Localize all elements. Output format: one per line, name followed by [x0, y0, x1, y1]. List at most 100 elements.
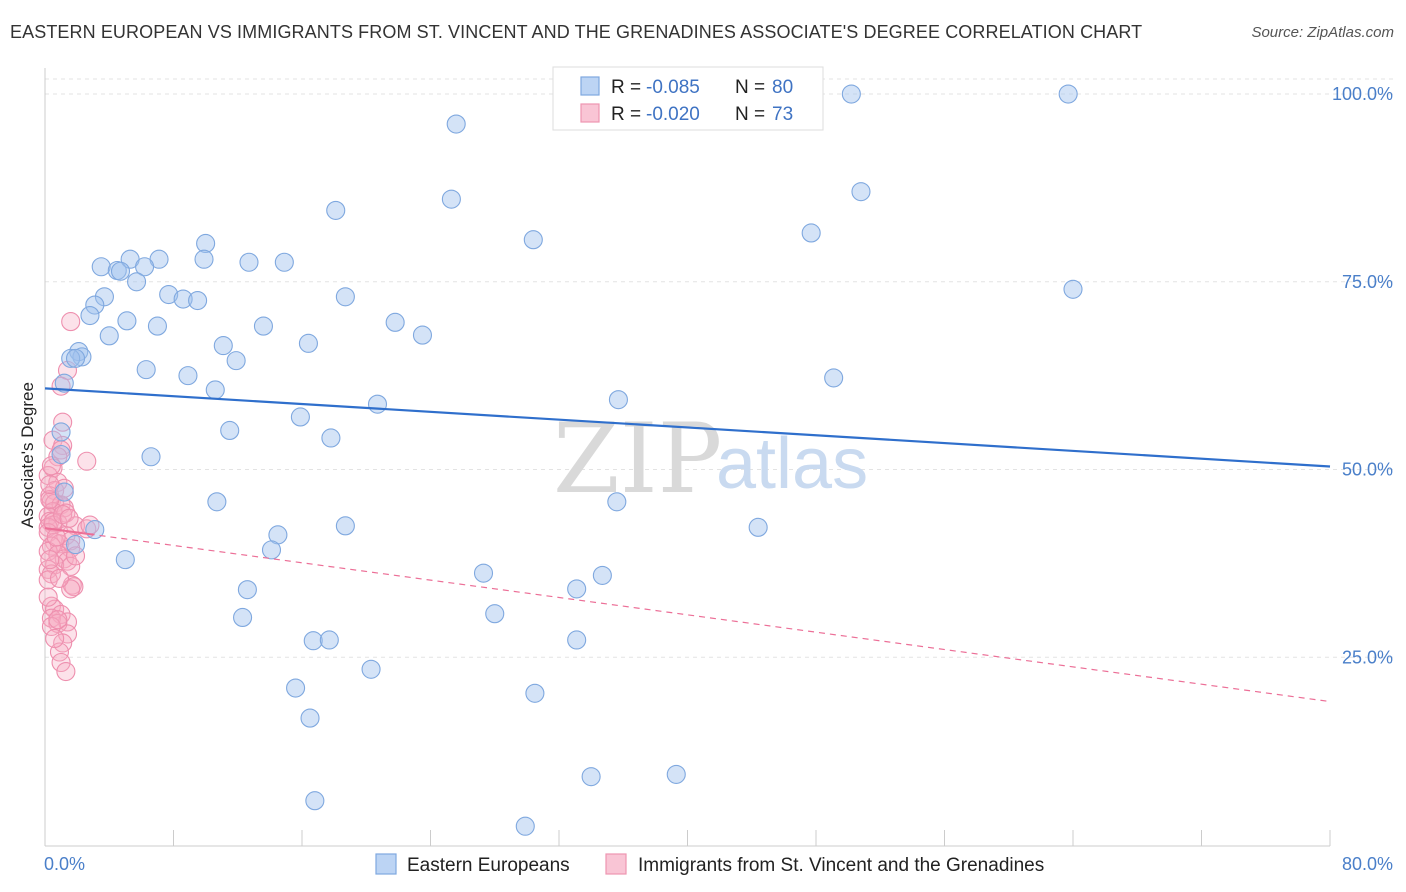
legend-n-value-pink: 73 [772, 104, 793, 125]
y-tick-label-25: 25.0% [1342, 647, 1393, 667]
x-tick-label-end: 80.0% [1342, 854, 1393, 874]
series-legend-swatch-blue [375, 853, 397, 875]
point-blue-11 [194, 249, 214, 269]
point-blue-42 [824, 368, 844, 388]
point-blue-4 [441, 189, 461, 209]
point-blue-16 [135, 257, 155, 277]
point-blue-17 [110, 261, 131, 281]
legend-n-label-blue: N = [735, 77, 765, 98]
point-blue-73 [666, 764, 686, 784]
point-blue-7 [523, 230, 543, 250]
y-tick-labels: 25.0% 50.0% 75.0% 100.0% [1332, 84, 1393, 667]
point-blue-48 [220, 420, 240, 441]
point-blue-30 [253, 316, 274, 336]
point-pink-64 [49, 568, 70, 588]
legend-swatch-blue [580, 76, 600, 96]
point-blue-18 [127, 272, 147, 292]
point-pink-57 [51, 652, 71, 673]
point-blue-32 [99, 326, 119, 346]
point-blue-59 [473, 563, 494, 583]
point-blue-62 [237, 580, 257, 600]
grid-lines [45, 78, 1393, 658]
point-blue-67 [567, 630, 587, 650]
point-blue-13 [274, 252, 294, 272]
point-pink-66 [59, 508, 79, 528]
point-blue-1 [1058, 84, 1078, 104]
point-pink-40 [61, 556, 81, 576]
point-blue-61 [567, 579, 587, 599]
y-tick-label-75: 75.0% [1342, 272, 1393, 292]
point-blue-40 [136, 360, 156, 380]
series-pink-points [38, 312, 100, 682]
point-blue-0 [841, 84, 861, 104]
legend-r-label-pink: R = [611, 104, 641, 125]
point-blue-34 [298, 333, 318, 353]
series-legend-label-blue: Eastern Europeans [407, 855, 570, 876]
series-legend-label-pink: Immigrants from St. Vincent and the Gren… [638, 855, 1044, 876]
point-pink-0 [61, 312, 81, 332]
point-blue-56 [748, 517, 768, 537]
point-blue-49 [321, 428, 341, 448]
point-pink-54 [57, 624, 78, 644]
point-blue-26 [80, 306, 100, 326]
point-pink-45 [64, 577, 84, 597]
point-blue-41 [178, 366, 198, 386]
point-pink-25 [65, 516, 86, 536]
point-pink-58 [56, 661, 76, 682]
series-blue-points [51, 84, 1083, 836]
point-pink-63 [40, 550, 60, 570]
point-blue-8 [196, 233, 216, 254]
point-blue-65 [303, 631, 323, 651]
legend-n-value-blue: 80 [772, 77, 793, 98]
point-blue-52 [141, 447, 161, 467]
point-blue-74 [305, 791, 325, 811]
chart-title: EASTERN EUROPEAN VS IMMIGRANTS FROM ST. … [10, 22, 1143, 42]
point-blue-21 [335, 287, 355, 307]
point-blue-76 [65, 535, 86, 555]
legend-r-label-blue: R = [611, 77, 641, 98]
x-tick-labels: 0.0% 80.0% [44, 854, 1393, 874]
point-blue-6 [801, 223, 821, 243]
trend-line-blue [44, 387, 1331, 468]
point-pink-8 [77, 451, 97, 471]
point-blue-14 [91, 257, 111, 277]
point-blue-12 [239, 252, 259, 272]
point-blue-5 [326, 200, 346, 220]
point-blue-20 [159, 284, 179, 305]
axes [44, 68, 1331, 847]
y-tick-label-50: 50.0% [1342, 460, 1393, 480]
point-blue-53 [207, 492, 227, 512]
point-blue-63 [485, 604, 505, 624]
point-blue-23 [188, 290, 208, 311]
point-blue-29 [147, 316, 167, 336]
point-blue-78 [115, 550, 135, 570]
point-blue-46 [608, 390, 628, 410]
legend-swatch-pink [580, 103, 600, 123]
point-blue-70 [525, 683, 545, 703]
point-blue-50 [51, 422, 71, 442]
point-blue-64 [233, 607, 253, 628]
point-blue-55 [335, 516, 355, 536]
point-blue-60 [592, 565, 612, 585]
correlation-legend: R = -0.085 N = 80 R = -0.020 N = 73 [552, 66, 824, 131]
point-blue-38 [65, 348, 86, 368]
point-blue-2 [446, 114, 466, 134]
point-blue-54 [607, 492, 627, 512]
y-axis-label: Associate's Degree [18, 382, 37, 528]
y-tick-label-100: 100.0% [1332, 84, 1393, 104]
point-blue-47 [290, 407, 310, 427]
point-blue-69 [286, 678, 306, 698]
point-blue-33 [213, 336, 233, 356]
point-blue-71 [300, 708, 320, 728]
point-blue-72 [581, 767, 601, 787]
point-pink-3 [53, 412, 73, 432]
point-blue-66 [319, 630, 339, 650]
legend-r-value-blue: -0.085 [646, 77, 700, 98]
point-pink-60 [43, 512, 63, 532]
point-blue-27 [117, 311, 137, 331]
point-blue-68 [361, 659, 381, 679]
point-blue-43 [54, 373, 74, 393]
point-pink-37 [54, 549, 74, 569]
point-blue-31 [412, 325, 433, 345]
